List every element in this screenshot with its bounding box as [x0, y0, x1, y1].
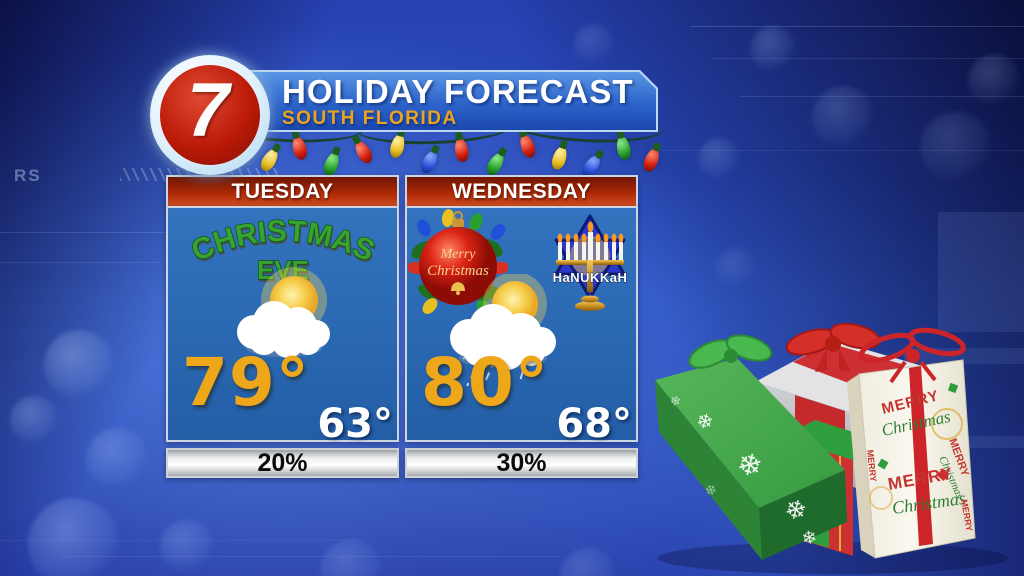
snowflake-icon: ❄: [800, 527, 818, 549]
precip-chance: 30%: [405, 448, 638, 478]
forecast-card-body: Merry Christmas: [405, 206, 638, 447]
christmas-eve-art: CHRISTMAS EVE: [186, 214, 380, 285]
menorah: [556, 221, 624, 311]
forecast-card-body: CHRISTMAS EVE 79° 63°: [166, 206, 399, 447]
yellow-light-bulb-icon: [257, 146, 282, 174]
background-streak: [60, 556, 560, 557]
page-subtitle: SOUTH FLORIDA: [282, 108, 458, 129]
low-temperature: 68°: [556, 401, 632, 447]
forecast-card-wednesday: WEDNESDAY: [405, 175, 638, 478]
bokeh-circle: [920, 112, 992, 184]
red-bow: [858, 327, 966, 384]
green-bow: [688, 334, 773, 369]
station-logo: 7: [150, 55, 270, 175]
background-streak: [0, 232, 286, 233]
ornament-ball: [419, 227, 497, 305]
background-streak: [0, 262, 160, 263]
gift-boxes-art: ❄ ❄ ❄ ❄ ❄ ❄ MERRY Christmas ME: [655, 322, 1008, 574]
background-streak: [0, 540, 360, 541]
hanukkah-label: HaNUKKaH: [553, 270, 628, 285]
snowflake-icon: ❄: [694, 410, 716, 435]
ornament-cap: [452, 219, 464, 227]
bokeh-circle: [560, 548, 616, 576]
high-temperature: 79°: [182, 344, 310, 421]
green-light-bulb-icon: [483, 150, 508, 178]
blue-light-bulb-icon: [418, 148, 441, 176]
white-gift-box: MERRY Christmas MERRY Christmas MERRY Ch…: [847, 327, 976, 559]
candles: [557, 221, 624, 260]
green-light-bulb-icon: [321, 150, 342, 178]
forecast-card-tuesday: TUESDAY CHRISTMAS EVE: [166, 175, 399, 478]
red-light-bulb-icon: [640, 146, 663, 174]
bokeh-circle: [320, 540, 382, 576]
snowflake-icon: ❄: [668, 392, 682, 409]
gift-wrap-text: MERRY: [865, 449, 878, 482]
low-temperature: 63°: [317, 401, 393, 447]
bokeh-circle: [698, 138, 740, 180]
bokeh-circle: [10, 396, 58, 444]
station-logo-number: 7: [186, 68, 230, 153]
bokeh-circle: [44, 330, 114, 400]
title-banner: HOLIDAY FORECAST SOUTH FLORIDA: [232, 70, 658, 132]
background-watermark: RS: [14, 166, 42, 185]
background-streak: [740, 96, 1024, 97]
red-light-bulb-icon: [517, 132, 538, 160]
partly-cloudy-icon: [237, 267, 330, 358]
merry-christmas-ornament: Merry Christmas: [408, 209, 508, 316]
red-bow: [785, 322, 881, 372]
precip-chance: 20%: [166, 448, 399, 478]
red-light-bulb-icon: [351, 138, 376, 166]
high-temperature: 80°: [421, 344, 549, 421]
background-panel: [938, 212, 1024, 332]
bokeh-circle: [716, 248, 756, 288]
bokeh-circle: [574, 24, 614, 64]
bell-icon: [451, 282, 465, 295]
hanukkah-menorah-art: HaNUKKaH: [552, 214, 628, 311]
yellow-light-bulb-icon: [549, 144, 570, 172]
green-gift-box: ❄ ❄ ❄ ❄ ❄ ❄: [655, 334, 847, 560]
ornament-text-line2: Christmas: [427, 263, 489, 279]
ornament-text-line1: Merry: [440, 247, 477, 262]
background-streak: [690, 26, 1024, 27]
bokeh-circle: [968, 54, 1020, 106]
bokeh-circle: [812, 86, 874, 148]
background-streak: [660, 150, 1024, 151]
station-logo-circle: 7: [160, 65, 260, 165]
ornament-ring: [453, 211, 463, 221]
bokeh-circle: [86, 428, 148, 490]
day-label: WEDNESDAY: [405, 175, 638, 208]
page-title: HOLIDAY FORECAST: [282, 73, 634, 110]
background-streak: [710, 58, 1024, 59]
scattered-showers-icon: [450, 274, 556, 386]
bokeh-circle: [28, 498, 120, 576]
title-banner-inner: HOLIDAY FORECAST SOUTH FLORIDA: [234, 72, 656, 130]
day-label: TUESDAY: [166, 175, 399, 208]
bokeh-circle: [160, 520, 214, 574]
bokeh-circle: [750, 26, 796, 72]
